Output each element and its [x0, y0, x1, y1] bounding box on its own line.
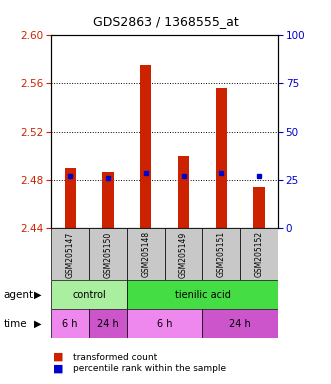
Text: GSM205152: GSM205152: [255, 231, 264, 278]
Bar: [89, 309, 127, 338]
Text: transformed count: transformed count: [73, 353, 157, 362]
Bar: [102, 172, 114, 228]
Bar: [51, 228, 89, 280]
Text: 6 h: 6 h: [157, 318, 172, 329]
Bar: [51, 309, 89, 338]
Bar: [140, 65, 152, 228]
Bar: [216, 88, 227, 228]
Text: GSM205151: GSM205151: [217, 231, 226, 278]
Bar: [127, 309, 203, 338]
Text: agent: agent: [3, 290, 33, 300]
Bar: [65, 168, 76, 228]
Text: GSM205147: GSM205147: [66, 231, 75, 278]
Text: 6 h: 6 h: [63, 318, 78, 329]
Text: ▶: ▶: [34, 290, 42, 300]
Bar: [254, 187, 265, 228]
Text: control: control: [72, 290, 106, 300]
Bar: [165, 228, 203, 280]
Bar: [203, 228, 240, 280]
Bar: [203, 309, 278, 338]
Text: 24 h: 24 h: [229, 318, 251, 329]
Bar: [178, 156, 189, 228]
Text: GSM205150: GSM205150: [104, 231, 113, 278]
Bar: [127, 280, 278, 309]
Bar: [240, 228, 278, 280]
Text: ■: ■: [53, 352, 64, 362]
Text: GSM205148: GSM205148: [141, 231, 150, 278]
Bar: [89, 228, 127, 280]
Text: tienilic acid: tienilic acid: [174, 290, 230, 300]
Bar: [51, 280, 127, 309]
Text: ■: ■: [53, 364, 64, 374]
Text: ▶: ▶: [34, 318, 42, 329]
Text: time: time: [3, 318, 27, 329]
Text: GSM205149: GSM205149: [179, 231, 188, 278]
Text: 24 h: 24 h: [97, 318, 119, 329]
Text: GDS2863 / 1368555_at: GDS2863 / 1368555_at: [93, 15, 238, 28]
Bar: [127, 228, 165, 280]
Text: percentile rank within the sample: percentile rank within the sample: [73, 364, 226, 373]
